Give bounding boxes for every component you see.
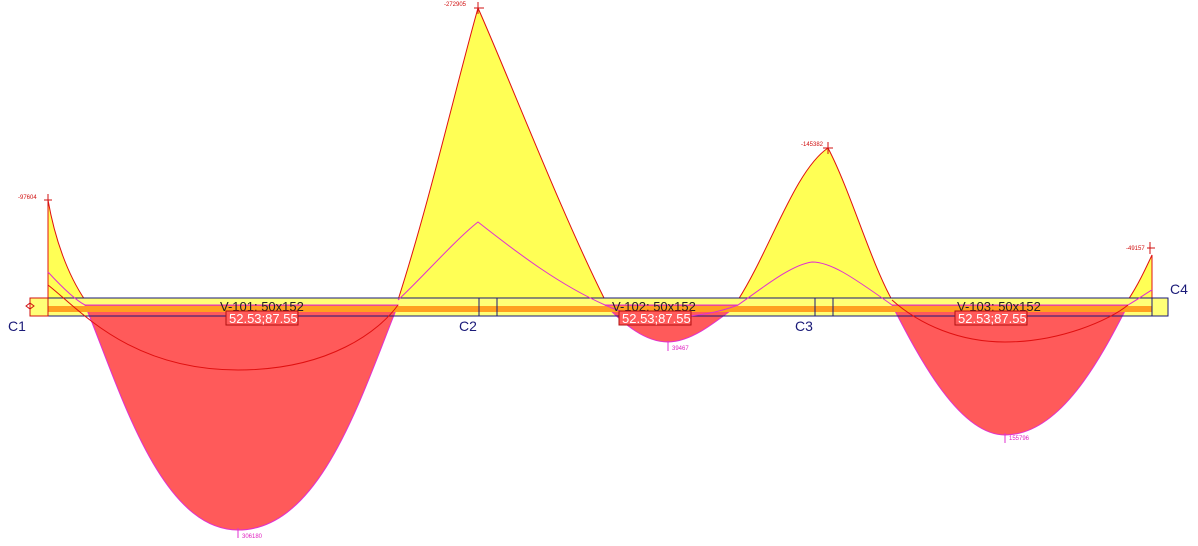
beam-label-v102: V-102: 50x152 <box>612 299 696 314</box>
negative-moment-lobe-c4 <box>1127 254 1153 301</box>
rebar-strip <box>48 306 1152 312</box>
peak-label-c4: -49157 <box>1126 246 1145 252</box>
peak-label-c2: -272905 <box>444 2 467 8</box>
beam-label-v101: V-101: 50x152 <box>220 299 304 314</box>
beam-label-v103: V-103: 50x152 <box>957 299 1041 314</box>
peak-label-c1: -97604 <box>18 195 37 201</box>
support-c1-marker <box>25 302 35 310</box>
rebar-label-box-v101: 52.53;87.55 <box>225 310 299 326</box>
rebar-label-v101: 52.53;87.55 <box>229 311 298 326</box>
moment-curve-red-span3 <box>891 299 1129 343</box>
rebar-label-v103: 52.53;87.55 <box>958 311 1027 326</box>
support-label-c4: C4 <box>1170 281 1188 297</box>
support-box-c1 <box>29 297 49 317</box>
negative-moment-lobe-c1 <box>47 199 86 301</box>
peak-label-c3: -145382 <box>801 142 824 148</box>
peak-label-span3: 155796 <box>1009 436 1030 442</box>
peak-label-span1: 306180 <box>242 534 263 540</box>
peak-markers <box>44 2 1155 254</box>
support-box-c3 <box>814 297 834 317</box>
negative-moment-lobe-c2 <box>397 6 606 301</box>
moment-curve-red <box>47 284 399 371</box>
rebar-label-v102: 52.53;87.55 <box>622 311 691 326</box>
negative-moment-lobe-c3 <box>737 147 893 301</box>
rebar-label-box-v103: 52.53;87.55 <box>954 310 1028 326</box>
support-label-c1: C1 <box>8 318 26 334</box>
support-box-c2 <box>478 297 498 317</box>
positive-peak-markers <box>237 341 1006 538</box>
positive-moment-lobe-span1 <box>84 304 399 531</box>
negative-moment-regions <box>47 6 1153 301</box>
rebar-label-box-v102: 52.53;87.55 <box>618 310 692 326</box>
peak-label-span2: 39467 <box>672 346 689 352</box>
support-box-c4 <box>1151 297 1169 317</box>
support-label-c2: C2 <box>459 318 477 334</box>
support-label-c3: C3 <box>795 318 813 334</box>
moment-lines <box>47 221 1153 371</box>
